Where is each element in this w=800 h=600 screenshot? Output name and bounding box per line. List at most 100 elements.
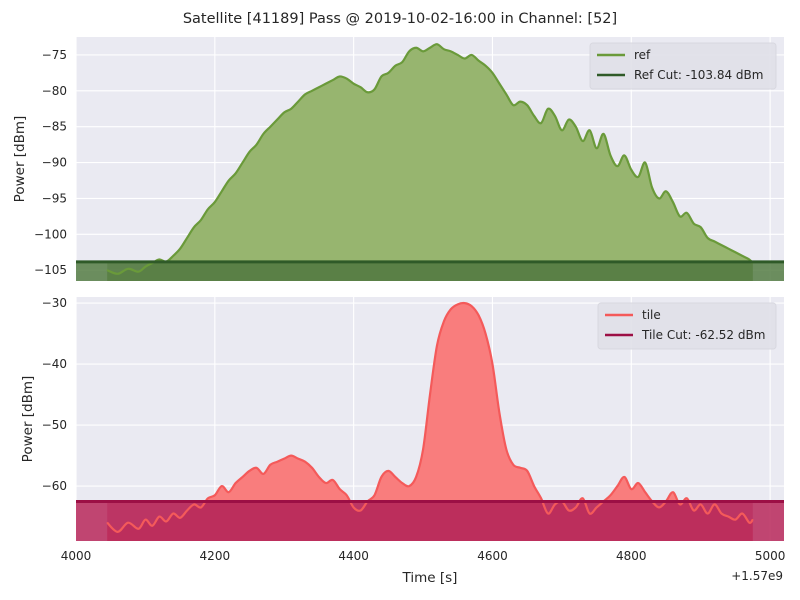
ref-data-point [373, 88, 376, 90]
tile-data-point [228, 491, 230, 493]
tile-data-point [408, 485, 410, 487]
tile-data-point [471, 305, 473, 307]
ref-y-tick-label: −105 [34, 263, 67, 277]
tile-data-point [457, 303, 459, 305]
ref-data-point [339, 75, 341, 78]
ref-data-point [491, 72, 494, 74]
ref-data-point [609, 154, 612, 157]
tile-data-point [505, 448, 507, 451]
tile-data-point [519, 467, 521, 469]
ref-data-point [304, 93, 306, 96]
ref-data-point [734, 251, 737, 253]
tile-data-point [262, 473, 265, 475]
ref-data-point [415, 47, 417, 49]
tile-data-point [394, 476, 396, 478]
ref-y-tick-label: −90 [42, 156, 67, 170]
tile-data-point [700, 503, 702, 505]
tile-data-point [415, 476, 417, 478]
tile-data-point [207, 497, 209, 499]
ref-data-point [179, 248, 181, 250]
ref-data-point [602, 133, 605, 135]
tile-data-point [151, 525, 153, 527]
tile-y-axis-label: Power [dBm] [20, 376, 36, 463]
ref-data-point [346, 78, 348, 80]
ref-legend-label: ref [634, 48, 651, 62]
tile-data-point [720, 512, 723, 515]
ref-data-point [380, 75, 383, 78]
tile-data-point [200, 506, 202, 509]
tile-y-tick-label: −50 [42, 418, 67, 432]
tile-data-point [241, 476, 244, 478]
ref-cut-legend-label: Ref Cut: -103.84 dBm [634, 68, 763, 82]
tile-data-point [221, 485, 223, 487]
tile-cut-legend-label: Tile Cut: -62.52 dBm [641, 328, 765, 342]
ref-data-point [200, 219, 202, 221]
ref-data-point [533, 115, 535, 117]
ref-data-point [436, 43, 438, 45]
chart-title: Satellite [41189] Pass @ 2019-10-02-16:0… [183, 11, 617, 27]
ref-data-point [283, 111, 285, 113]
ref-data-point [651, 187, 653, 189]
tile-data-point [748, 522, 750, 524]
ref-data-point [526, 104, 528, 106]
ref-data-point [248, 151, 251, 153]
ref-data-point [193, 226, 195, 228]
tile-data-point [429, 394, 431, 396]
ref-cut-overlap [107, 261, 753, 281]
tile-data-point [477, 314, 480, 316]
tile-data-point [311, 467, 313, 469]
tile-data-point [318, 476, 320, 478]
ref-y-tick-labels: −105 −100 −95 −90 −85 −80 −75 [34, 48, 67, 277]
ref-data-point [582, 140, 584, 142]
ref-data-point [644, 161, 646, 164]
tile-data-point [106, 522, 108, 524]
ref-data-point [457, 54, 459, 56]
tile-y-tick-label: −40 [42, 357, 67, 371]
tile-data-point [297, 458, 299, 460]
ref-data-point [464, 57, 466, 60]
ref-y-axis-label: Power [dBm] [12, 116, 28, 203]
tile-legend-label: tile [642, 308, 661, 322]
ref-data-point [741, 255, 743, 257]
tile-data-point [679, 503, 681, 505]
ref-data-point [658, 197, 660, 200]
tile-legend: tile Tile Cut: -62.52 dBm [597, 302, 777, 350]
tile-data-point [436, 345, 438, 347]
ref-data-point [276, 118, 278, 121]
tile-data-point [533, 485, 535, 487]
ref-y-tick-label: −80 [42, 84, 67, 98]
tile-data-point [727, 516, 730, 518]
tile-data-point [741, 512, 743, 515]
ref-y-tick-label: −75 [42, 48, 67, 62]
tile-data-point [734, 519, 737, 521]
ref-data-point [359, 86, 362, 88]
ref-data-point [484, 65, 487, 67]
ref-data-point [547, 108, 549, 110]
tile-data-point [283, 458, 285, 460]
ref-data-point [117, 273, 119, 275]
ref-data-point [554, 115, 556, 117]
ref-data-point [269, 126, 271, 128]
tile-data-point [637, 482, 639, 484]
tile-data-point [443, 320, 445, 322]
tile-data-point [144, 519, 147, 521]
ref-data-point [401, 61, 403, 63]
tile-legend-box [597, 302, 777, 350]
ref-data-point [748, 258, 750, 261]
tile-data-point [172, 512, 174, 515]
tile-data-point [707, 512, 709, 515]
ref-data-point [311, 90, 313, 92]
ref-data-point [262, 133, 265, 135]
ref-data-point [241, 161, 244, 164]
tile-data-point [693, 509, 695, 512]
ref-data-point [720, 244, 723, 246]
ref-data-point [693, 222, 695, 225]
ref-data-point [595, 147, 598, 149]
ref-data-point [429, 47, 431, 49]
tile-data-point [422, 448, 424, 451]
tile-data-point [498, 412, 501, 414]
ref-legend: ref Ref Cut: -103.84 dBm [589, 42, 777, 90]
x-tick-label: 4600 [477, 549, 508, 563]
ref-data-point [616, 165, 619, 167]
ref-data-point [297, 100, 299, 103]
